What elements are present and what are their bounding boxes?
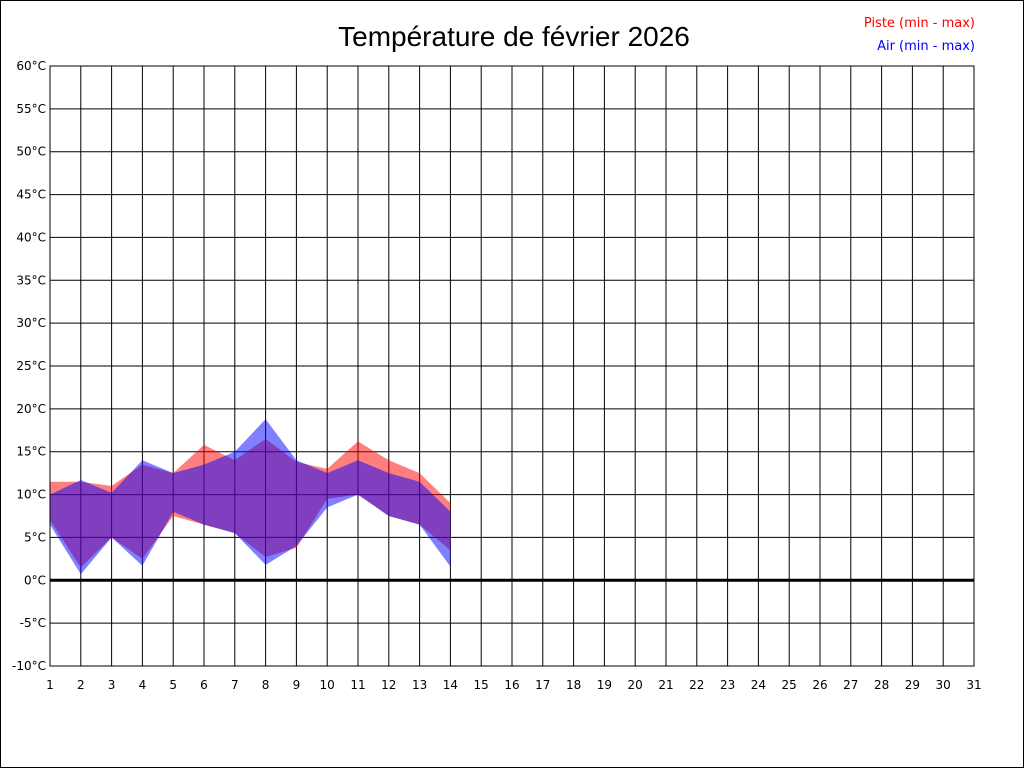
y-tick-label: 20°C — [16, 402, 46, 416]
legend-piste: Piste (min - max) — [864, 16, 975, 31]
axes — [49, 65, 975, 667]
x-tick-label: 22 — [689, 678, 704, 692]
y-tick-label: 60°C — [16, 59, 46, 73]
legend-air: Air (min - max) — [877, 39, 975, 54]
series-area-air — [50, 419, 451, 575]
areas — [50, 419, 451, 575]
x-tick-label: 18 — [566, 678, 581, 692]
y-tick-label: 0°C — [24, 573, 46, 587]
grid — [49, 65, 975, 667]
x-tick-label: 21 — [658, 678, 673, 692]
x-tick-label: 9 — [293, 678, 301, 692]
x-tick-label: 8 — [262, 678, 270, 692]
x-tick-label: 14 — [443, 678, 458, 692]
y-tick-label: 5°C — [24, 530, 46, 544]
y-tick-labels: -10°C -5°C 0°C 5°C 10°C 15°C 20°C 25°C 30°C 35°C 4… — [12, 59, 46, 673]
y-tick-label: 30°C — [16, 316, 46, 330]
x-tick-label: 19 — [597, 678, 612, 692]
y-tick-label: 35°C — [16, 273, 46, 287]
y-tick-label: 10°C — [16, 488, 46, 502]
x-tick-label: 11 — [350, 678, 365, 692]
y-tick-label: 25°C — [16, 359, 46, 373]
x-tick-label: 3 — [108, 678, 116, 692]
x-tick-label: 28 — [874, 678, 889, 692]
x-tick-label: 1 — [46, 678, 54, 692]
y-tick-label: -10°C — [12, 659, 46, 673]
x-tick-label: 2 — [77, 678, 85, 692]
x-tick-label: 7 — [231, 678, 239, 692]
y-tick-label: 50°C — [16, 145, 46, 159]
plot-border — [49, 65, 975, 667]
x-tick-label: 24 — [751, 678, 766, 692]
y-tick-label: 15°C — [16, 445, 46, 459]
x-tick-label: 12 — [381, 678, 396, 692]
y-tick-label: 45°C — [16, 188, 46, 202]
x-tick-label: 16 — [504, 678, 519, 692]
x-tick-label: 15 — [474, 678, 489, 692]
chart-title: Température de février 2026 — [338, 21, 690, 52]
x-tick-label: 20 — [628, 678, 643, 692]
x-tick-label: 29 — [905, 678, 920, 692]
x-tick-label: 27 — [843, 678, 858, 692]
x-tick-label: 13 — [412, 678, 427, 692]
x-tick-label: 17 — [535, 678, 550, 692]
x-tick-label: 5 — [169, 678, 177, 692]
x-tick-label: 25 — [782, 678, 797, 692]
x-tick-label: 26 — [812, 678, 827, 692]
y-tick-label: 40°C — [16, 230, 46, 244]
x-tick-label: 23 — [720, 678, 735, 692]
x-tick-label: 10 — [320, 678, 335, 692]
y-tick-label: -5°C — [20, 616, 46, 630]
x-tick-label: 4 — [139, 678, 147, 692]
x-tick-labels: 1 2 3 4 5 6 7 8 9 10 11 12 13 14 15 16 17 18 19 20 21 22 23 24 2… — [46, 678, 981, 692]
x-tick-label: 30 — [936, 678, 951, 692]
y-tick-label: 55°C — [16, 102, 46, 116]
x-tick-label: 31 — [966, 678, 981, 692]
x-tick-label: 6 — [200, 678, 208, 692]
